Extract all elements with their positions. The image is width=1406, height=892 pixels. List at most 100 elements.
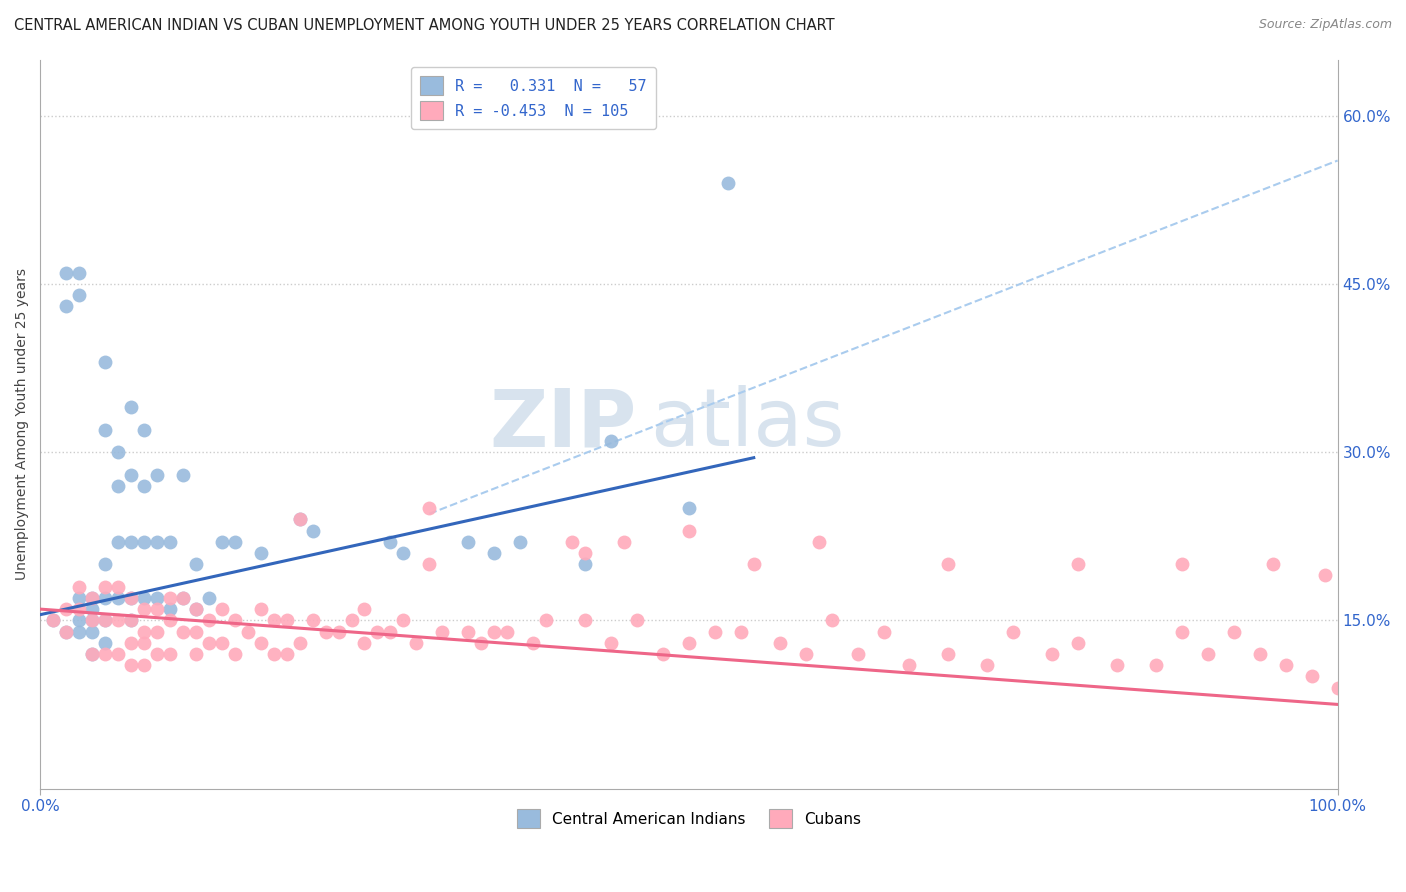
Point — [1223, 624, 1246, 639]
Point — [107, 445, 129, 459]
Point — [197, 636, 219, 650]
Point — [626, 613, 648, 627]
Point — [613, 534, 636, 549]
Point — [730, 624, 752, 639]
Point — [224, 613, 246, 627]
Point — [574, 546, 596, 560]
Point — [288, 636, 311, 650]
Point — [418, 558, 440, 572]
Point — [1040, 647, 1063, 661]
Point — [80, 602, 103, 616]
Point — [703, 624, 725, 639]
Point — [55, 624, 77, 639]
Point — [132, 636, 155, 650]
Point — [107, 479, 129, 493]
Point — [1171, 558, 1194, 572]
Point — [820, 613, 842, 627]
Point — [146, 624, 169, 639]
Point — [80, 591, 103, 605]
Point — [132, 591, 155, 605]
Point — [1067, 636, 1090, 650]
Point — [678, 636, 700, 650]
Point — [80, 647, 103, 661]
Point — [132, 658, 155, 673]
Point — [938, 647, 960, 661]
Point — [484, 624, 506, 639]
Point — [522, 636, 544, 650]
Point — [107, 591, 129, 605]
Point — [67, 591, 90, 605]
Point — [159, 591, 181, 605]
Point — [1105, 658, 1128, 673]
Point — [328, 624, 350, 639]
Point — [67, 288, 90, 302]
Point — [301, 613, 323, 627]
Point — [1067, 558, 1090, 572]
Point — [938, 558, 960, 572]
Point — [1313, 568, 1336, 582]
Point — [211, 534, 233, 549]
Point — [146, 467, 169, 482]
Point — [42, 613, 65, 627]
Point — [120, 534, 142, 549]
Point — [249, 636, 271, 650]
Point — [249, 602, 271, 616]
Point — [67, 624, 90, 639]
Point — [1301, 669, 1323, 683]
Point — [184, 624, 207, 639]
Point — [55, 602, 77, 616]
Point — [159, 534, 181, 549]
Point — [211, 636, 233, 650]
Point — [94, 558, 117, 572]
Point — [288, 512, 311, 526]
Point — [380, 534, 402, 549]
Point — [80, 647, 103, 661]
Point — [120, 467, 142, 482]
Point — [224, 534, 246, 549]
Point — [561, 534, 583, 549]
Point — [146, 602, 169, 616]
Point — [94, 613, 117, 627]
Point — [120, 636, 142, 650]
Point — [67, 613, 90, 627]
Point — [315, 624, 337, 639]
Text: ZIP: ZIP — [489, 385, 637, 463]
Point — [263, 613, 285, 627]
Point — [94, 355, 117, 369]
Point — [94, 636, 117, 650]
Point — [172, 624, 194, 639]
Point — [380, 624, 402, 639]
Point — [172, 591, 194, 605]
Point — [55, 266, 77, 280]
Point — [80, 624, 103, 639]
Point — [678, 524, 700, 538]
Point — [600, 636, 623, 650]
Point — [172, 467, 194, 482]
Point — [94, 423, 117, 437]
Point — [1326, 681, 1348, 695]
Point — [846, 647, 869, 661]
Text: atlas: atlas — [650, 385, 845, 463]
Point — [484, 546, 506, 560]
Point — [132, 423, 155, 437]
Point — [184, 602, 207, 616]
Point — [769, 636, 792, 650]
Point — [353, 602, 375, 616]
Point — [120, 658, 142, 673]
Point — [249, 546, 271, 560]
Point — [1171, 624, 1194, 639]
Point — [120, 401, 142, 415]
Point — [107, 580, 129, 594]
Point — [132, 602, 155, 616]
Point — [94, 591, 117, 605]
Point — [94, 613, 117, 627]
Point — [146, 591, 169, 605]
Point — [159, 613, 181, 627]
Point — [107, 534, 129, 549]
Point — [132, 624, 155, 639]
Point — [794, 647, 817, 661]
Point — [197, 613, 219, 627]
Point — [197, 591, 219, 605]
Point — [67, 580, 90, 594]
Point — [132, 534, 155, 549]
